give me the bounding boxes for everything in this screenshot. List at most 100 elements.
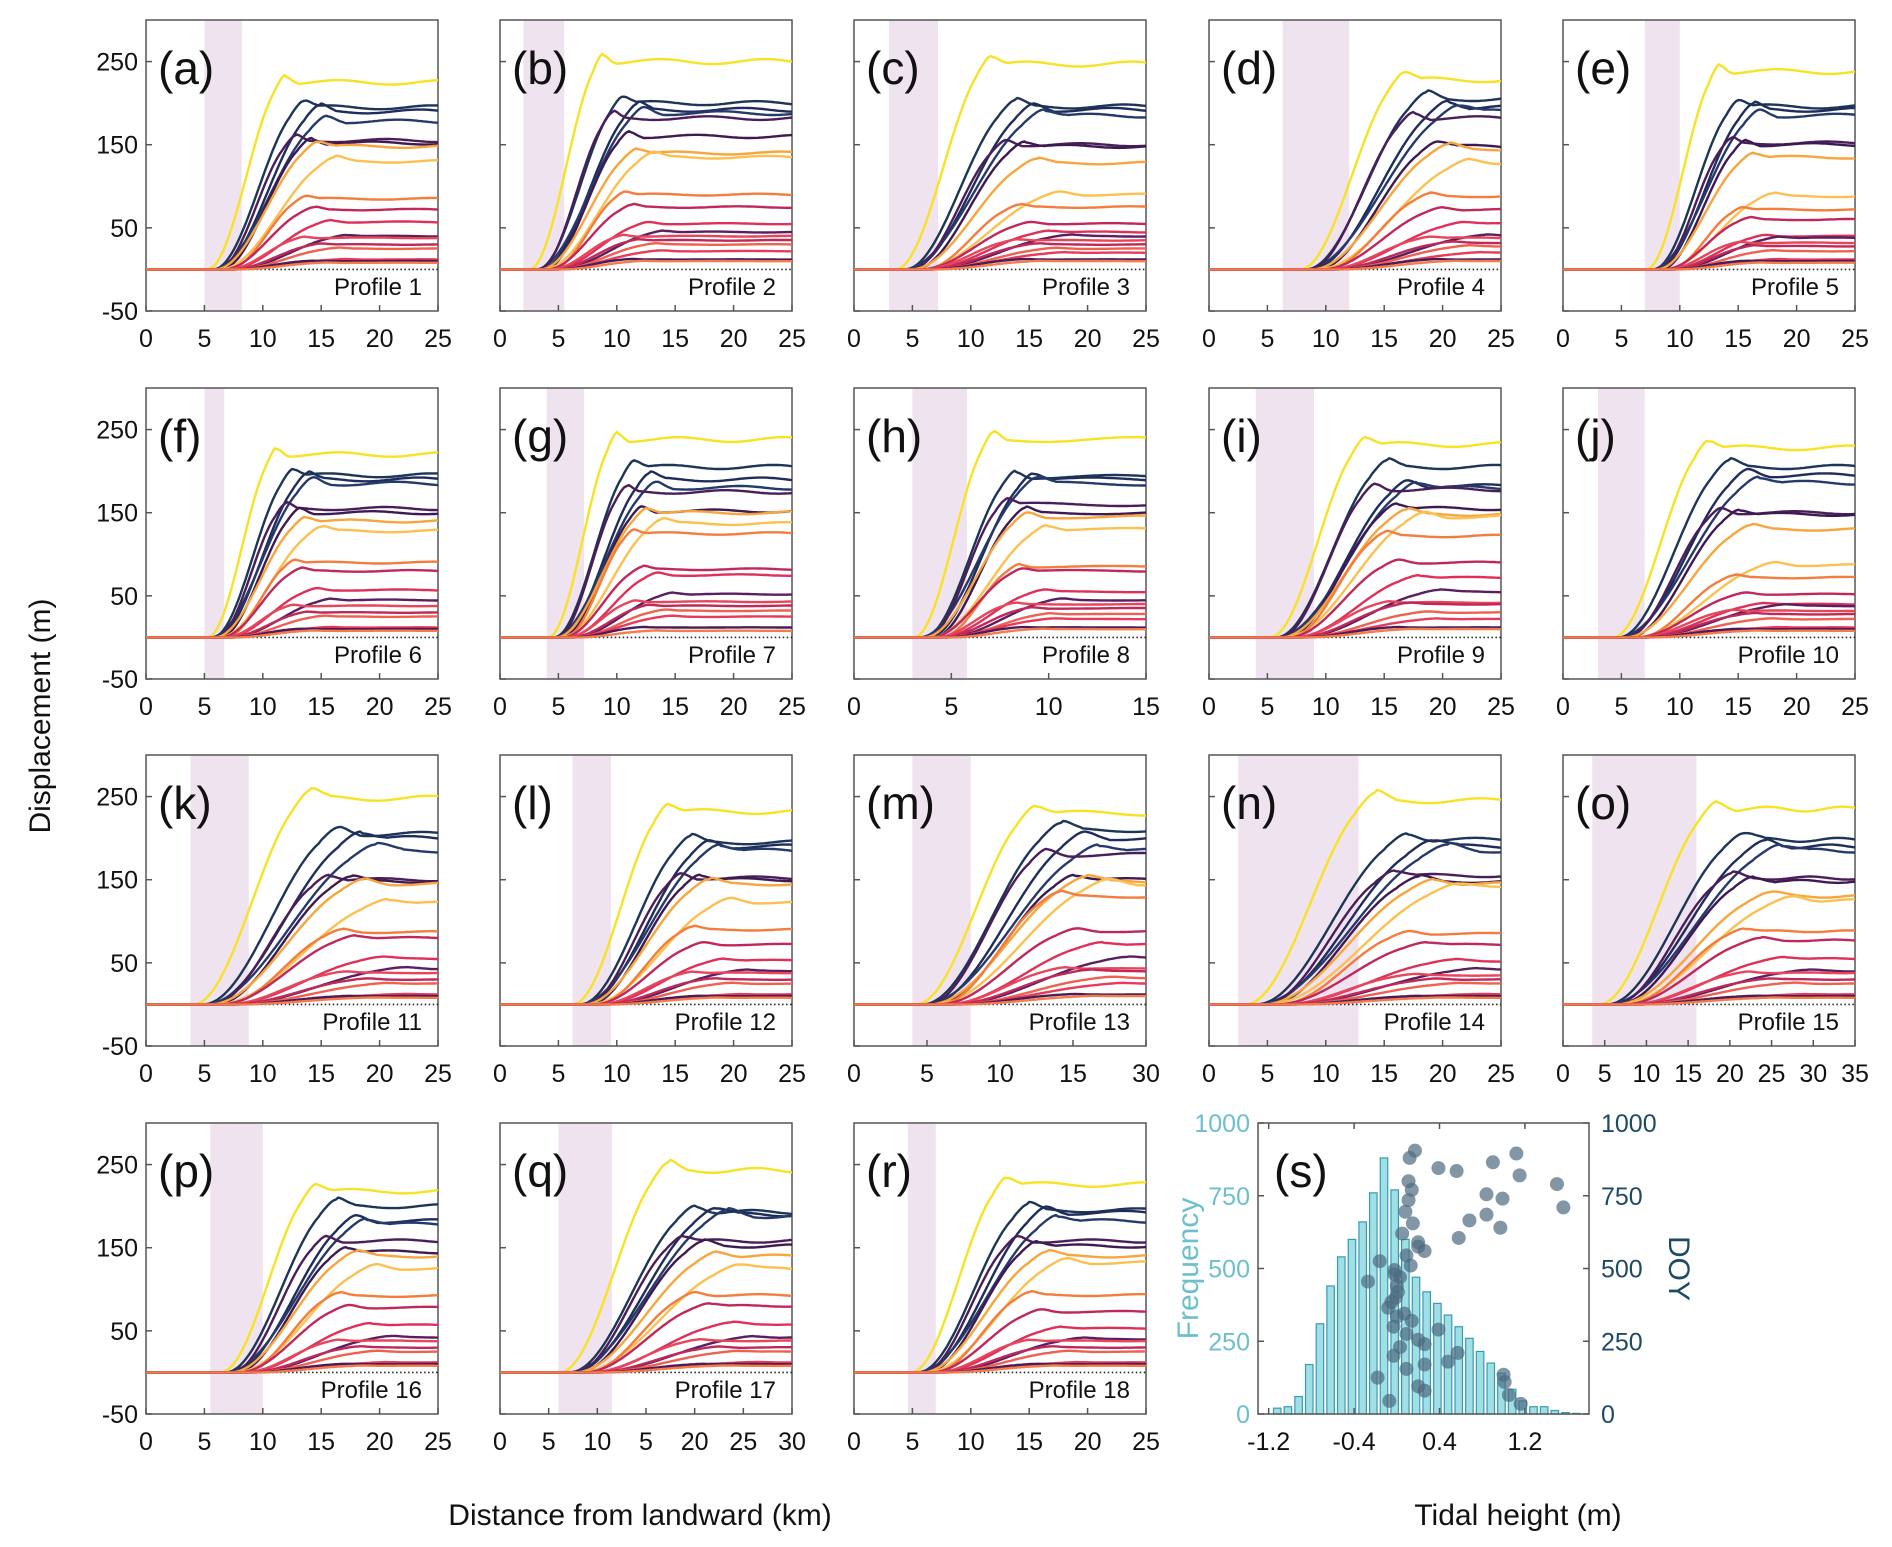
- y-tick-label: 50: [110, 950, 138, 978]
- displacement-curve: [146, 1217, 439, 1374]
- plot-frame: [1208, 19, 1502, 312]
- doy-point: [1395, 1226, 1410, 1241]
- plot-frame: [853, 19, 1147, 312]
- y-tick-label: 50: [110, 1318, 138, 1346]
- plot-frame: [499, 387, 793, 680]
- displacement-curve: [854, 54, 1147, 271]
- y-tick-label-right: 1000: [1601, 1110, 1657, 1138]
- x-tick-label: 30: [778, 1428, 806, 1456]
- plot-frame: [1562, 387, 1856, 680]
- doy-axis-title: DOY: [1662, 1236, 1695, 1301]
- x-tick-label: 5: [1598, 1060, 1612, 1088]
- x-tick-label: 5: [551, 325, 565, 353]
- x-tick-label: 10: [603, 693, 631, 721]
- x-tick-label: 15: [1724, 325, 1752, 353]
- displacement-curve: [146, 830, 439, 1006]
- profile-label: Profile 4: [1397, 274, 1485, 301]
- y-tick-label: 150: [96, 500, 138, 528]
- histogram-bar: [1433, 1302, 1442, 1415]
- x-tick-label: 5: [905, 1428, 919, 1456]
- displacement-curve: [854, 259, 1146, 271]
- panel-letter: (g): [512, 410, 568, 462]
- doy-point: [1404, 1313, 1419, 1328]
- x-tick-label: 10: [249, 693, 277, 721]
- x-tick-label: 5: [1614, 693, 1628, 721]
- x-tick-label: 25: [424, 1060, 452, 1088]
- x-tick-label: 5: [639, 1428, 653, 1456]
- y-tick-label-right: 0: [1601, 1401, 1615, 1429]
- y-axis-title: Displacement (m): [24, 598, 57, 833]
- panel-letter: (p): [158, 1145, 214, 1197]
- x-tick-label: 5: [197, 1428, 211, 1456]
- y-tick-label-right: 500: [1601, 1256, 1643, 1284]
- displacement-curve: [146, 897, 438, 1006]
- panel-letter: (a): [158, 42, 214, 94]
- panel-letter: (k): [158, 777, 212, 829]
- histogram-bar: [1539, 1406, 1549, 1415]
- profile-label: Profile 3: [1042, 274, 1130, 301]
- y-tick-label: 250: [96, 1152, 138, 1180]
- x-tick-label: 15: [307, 1060, 335, 1088]
- x-tick-label: 15: [1370, 1060, 1398, 1088]
- panel-r: 0 5 10 15 20 25 (r) Profile 18: [847, 1122, 1160, 1456]
- x-tick-label: 20: [1429, 693, 1457, 721]
- x-tick-label: 5: [197, 1060, 211, 1088]
- doy-point: [1372, 1254, 1387, 1269]
- x-tick-label: 0: [493, 1060, 507, 1088]
- x-tick-label: 25: [1132, 1428, 1160, 1456]
- x-tick-label: 15: [1059, 1060, 1087, 1088]
- frequency-axis-title: Frequency: [1172, 1198, 1205, 1340]
- x-tick-label: 0: [139, 693, 153, 721]
- x-tick-label: 15: [1724, 693, 1752, 721]
- displacement-curve: [1563, 800, 1856, 1006]
- profile-label: Profile 2: [688, 274, 776, 301]
- x-tick-label: 0: [493, 1428, 507, 1456]
- panel-letter: (c): [866, 42, 920, 94]
- profile-label: Profile 5: [1751, 274, 1839, 301]
- x-tick-label: 0: [1202, 693, 1216, 721]
- doy-point: [1360, 1274, 1375, 1289]
- x-tick-label: 15: [1015, 1428, 1043, 1456]
- displacement-curve: [146, 261, 438, 271]
- x-tick-label: 10: [986, 1060, 1014, 1088]
- histogram-bar: [1294, 1395, 1303, 1415]
- displacement-curve: [500, 52, 793, 271]
- x-tick-label: 0: [1202, 325, 1216, 353]
- x-tick-label: 25: [424, 1428, 452, 1456]
- x-tick-label: 0: [493, 325, 507, 353]
- x-tick-label: 10: [583, 1428, 611, 1456]
- x-tick-label: 25: [1758, 1060, 1786, 1088]
- displacement-curve: [500, 1250, 793, 1374]
- panel-letter: (j): [1575, 410, 1616, 462]
- x-tick-label: 5: [1260, 693, 1274, 721]
- x-tick-label: 5: [197, 693, 211, 721]
- x-tick-label: 25: [1487, 1060, 1515, 1088]
- displacement-curve: [500, 505, 793, 639]
- x-tick-label: 5: [551, 693, 565, 721]
- profile-label: Profile 6: [334, 642, 422, 669]
- histogram-bar: [1475, 1350, 1485, 1415]
- x-tick-label: 30: [1799, 1060, 1827, 1088]
- profile-label: Profile 18: [1029, 1377, 1130, 1404]
- y-tick-label: 150: [96, 132, 138, 160]
- x-tick-label: 30: [1132, 1060, 1160, 1088]
- x-tick-label: 10: [249, 1060, 277, 1088]
- x-tick-label: 20: [720, 1060, 748, 1088]
- profile-label: Profile 9: [1397, 642, 1485, 669]
- displacement-curve: [1209, 502, 1502, 639]
- plot-frame: [1562, 19, 1856, 312]
- histogram-bar: [1283, 1406, 1293, 1415]
- x-tick-label: 0: [493, 693, 507, 721]
- x-tick-label: 10: [957, 1428, 985, 1456]
- panel-f: 250 150 50 -500 5 10 15 20 25 (f) Profile 6: [96, 387, 452, 721]
- panel-letter: (e): [1575, 42, 1631, 94]
- x-tick-label: 20: [1074, 325, 1102, 353]
- panel-letter: (i): [1221, 410, 1262, 462]
- doy-point: [1398, 1204, 1413, 1219]
- x-tick-label: 10: [957, 325, 985, 353]
- x-axis-title: Distance from landward (km): [448, 1499, 831, 1532]
- x-tick-label: 25: [778, 325, 806, 353]
- x-tick-label: 5: [542, 1428, 556, 1456]
- displacement-curve: [146, 629, 438, 639]
- profile-label: Profile 10: [1738, 642, 1839, 669]
